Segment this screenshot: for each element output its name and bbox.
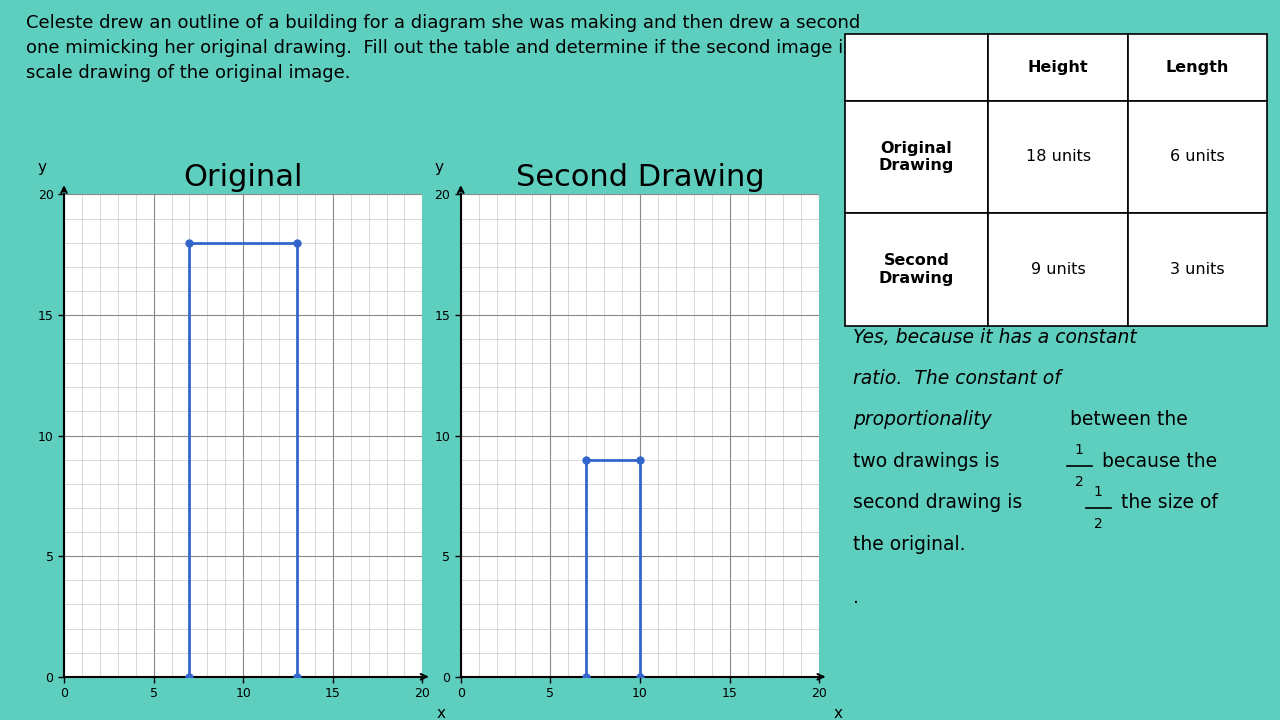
Text: between the: between the (1065, 410, 1188, 429)
Bar (845, 213, 988, 325)
Text: 18 units: 18 units (1025, 149, 1091, 164)
Bar (845, 35, 988, 101)
Bar (988, 213, 1128, 325)
Text: 1: 1 (1075, 444, 1084, 457)
Text: x: x (436, 706, 445, 720)
Text: Original
Drawing: Original Drawing (879, 140, 955, 173)
Bar (988, 101, 1128, 213)
Text: because the: because the (1096, 452, 1217, 471)
Text: the original.: the original. (854, 534, 965, 554)
Text: x: x (833, 706, 842, 720)
Text: 2: 2 (1075, 475, 1084, 490)
Text: Yes, because it has a constant: Yes, because it has a constant (854, 328, 1137, 346)
Text: 1: 1 (1094, 485, 1102, 499)
Bar (1128, 35, 1267, 101)
Text: Second
Drawing: Second Drawing (879, 253, 955, 286)
Bar (1128, 213, 1267, 325)
Text: second drawing is: second drawing is (854, 493, 1029, 512)
Text: .: . (854, 588, 859, 608)
Text: 2: 2 (1094, 517, 1102, 531)
Text: the size of: the size of (1115, 493, 1219, 512)
Text: proportionality: proportionality (854, 410, 992, 429)
Text: 6 units: 6 units (1170, 149, 1225, 164)
Bar (988, 35, 1128, 101)
Text: Length: Length (1166, 60, 1229, 75)
Text: y: y (435, 160, 444, 175)
Bar (1128, 101, 1267, 213)
Text: Celeste drew an outline of a building for a diagram she was making and then drew: Celeste drew an outline of a building fo… (26, 14, 869, 82)
Bar (845, 101, 988, 213)
Text: y: y (38, 160, 47, 175)
Text: ratio.  The constant of: ratio. The constant of (854, 369, 1061, 388)
Text: Height: Height (1028, 60, 1088, 75)
Text: 9 units: 9 units (1030, 262, 1085, 277)
Title: Second Drawing: Second Drawing (516, 163, 764, 192)
Title: Original: Original (183, 163, 303, 192)
Text: two drawings is: two drawings is (854, 452, 1006, 471)
Text: 3 units: 3 units (1170, 262, 1225, 277)
